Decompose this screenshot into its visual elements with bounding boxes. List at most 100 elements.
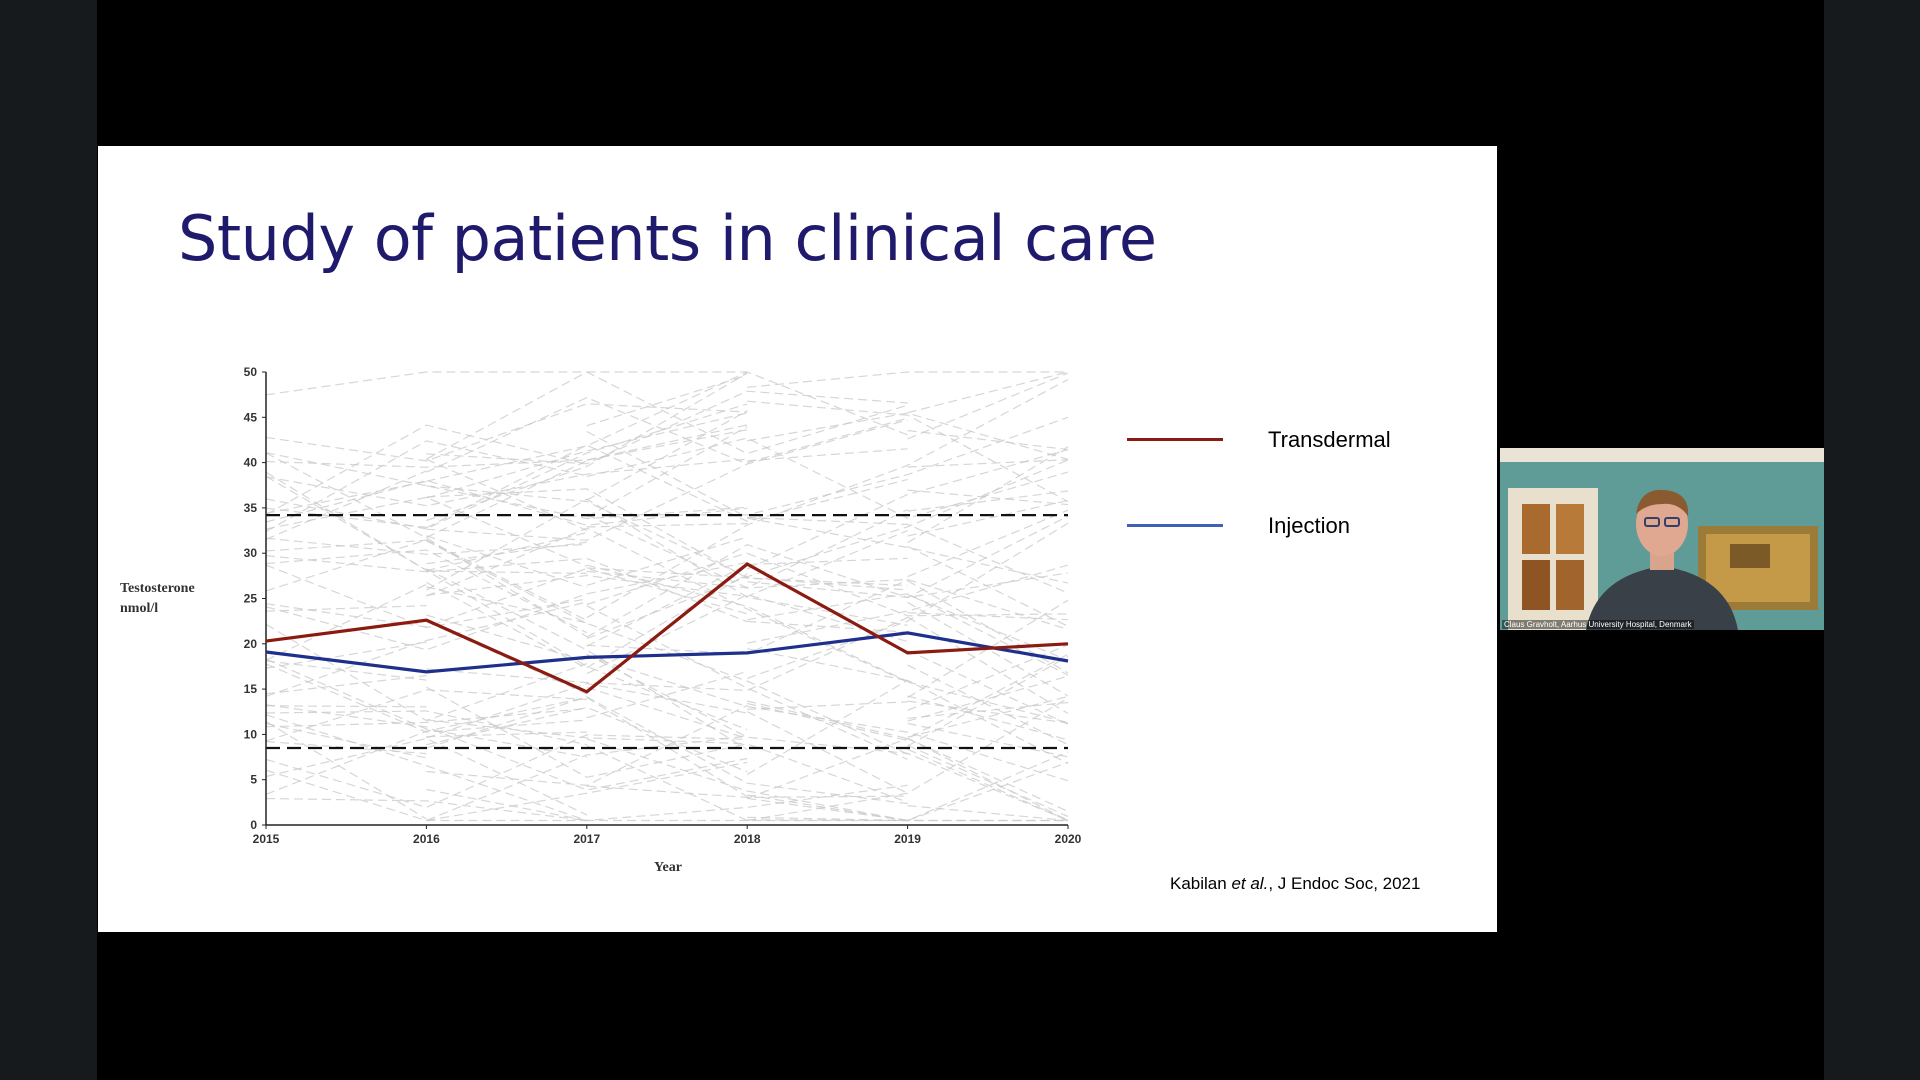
patient-trajectory-line bbox=[586, 459, 1069, 640]
x-tick-label: 2016 bbox=[413, 832, 440, 846]
series-line-injection bbox=[265, 631, 1069, 674]
patient-trajectory-line bbox=[907, 805, 1069, 822]
patient-trajectory-line bbox=[907, 594, 1069, 661]
y-tick-label: 45 bbox=[244, 410, 258, 424]
patient-trajectory-line bbox=[746, 449, 1069, 570]
patient-trajectory-line bbox=[426, 535, 587, 589]
y-tick-label: 0 bbox=[250, 818, 257, 832]
patient-trajectory-line bbox=[907, 499, 1069, 537]
patient-trajectory-line bbox=[426, 488, 908, 587]
y-tick-label: 35 bbox=[244, 501, 258, 515]
patient-trajectory-line bbox=[907, 446, 1069, 544]
patient-trajectory-line bbox=[907, 655, 1069, 747]
legend-injection-label: Injection bbox=[1268, 513, 1350, 538]
patient-trajectory-line bbox=[265, 696, 748, 798]
patient-trajectory-line bbox=[747, 448, 908, 462]
patient-trajectory-line bbox=[907, 748, 1069, 822]
patient-trajectory-line bbox=[426, 530, 908, 598]
patient-trajectory-line bbox=[586, 564, 908, 682]
patient-trajectory-line bbox=[907, 489, 1069, 506]
patient-trajectory-line bbox=[265, 452, 588, 638]
legend-transdermal-line bbox=[1127, 438, 1223, 441]
legend-transdermal-label: Transdermal bbox=[1268, 427, 1391, 452]
x-axis-label: Year bbox=[654, 860, 682, 875]
patient-trajectory-line bbox=[907, 744, 1069, 817]
patient-trajectory-line bbox=[265, 403, 748, 530]
y-tick-label: 25 bbox=[244, 592, 258, 606]
patient-trajectory-line bbox=[265, 601, 587, 697]
patient-trajectory-line bbox=[907, 372, 1069, 440]
patient-trajectory-line bbox=[426, 371, 908, 460]
patient-trajectory-line bbox=[746, 711, 908, 794]
patient-trajectory-line bbox=[426, 696, 908, 805]
patient-trajectory-line bbox=[265, 507, 427, 528]
patient-trajectory-line bbox=[907, 664, 1069, 746]
patient-trajectory-line bbox=[586, 655, 1069, 782]
patient-trajectory-line bbox=[747, 400, 1069, 503]
patient-trajectory-line bbox=[265, 539, 427, 552]
patient-trajectory-line bbox=[907, 761, 1069, 822]
citation: Kabilan et al., J Endoc Soc, 2021 bbox=[1170, 874, 1420, 894]
patient-trajectory-line bbox=[265, 470, 427, 540]
patient-trajectory-line bbox=[426, 498, 908, 626]
slide-title: Study of patients in clinical care bbox=[178, 202, 1157, 275]
y-tick-label: 15 bbox=[244, 682, 258, 696]
patient-trajectory-line bbox=[265, 537, 587, 555]
patient-trajectory-line bbox=[586, 508, 908, 589]
patient-trajectory-line bbox=[265, 564, 587, 629]
patient-trajectory-line bbox=[907, 509, 1069, 578]
patient-trajectory-line bbox=[265, 658, 587, 758]
y-tick-label: 40 bbox=[244, 456, 258, 470]
patient-trajectory-line bbox=[426, 372, 748, 522]
patient-trajectory-line bbox=[426, 706, 748, 773]
right-window-strip bbox=[1824, 0, 1920, 1080]
x-tick-label: 2015 bbox=[253, 832, 280, 846]
patient-trajectory-line bbox=[747, 564, 1069, 644]
patient-trajectory-line bbox=[265, 479, 748, 526]
patient-trajectory-line bbox=[426, 444, 908, 529]
patient-trajectory-line bbox=[426, 761, 748, 822]
patient-trajectory-line bbox=[426, 735, 748, 822]
y-tick-label: 10 bbox=[244, 727, 258, 741]
patient-trajectory-line bbox=[265, 660, 427, 681]
patient-trajectory-line bbox=[907, 599, 1069, 699]
chart-series bbox=[265, 562, 1069, 694]
patient-trajectory-line bbox=[265, 740, 427, 755]
y-tick-label: 20 bbox=[244, 637, 258, 651]
patient-trajectory-line bbox=[426, 788, 587, 822]
series-line-transdermal bbox=[265, 562, 1069, 694]
patient-trajectory-line bbox=[265, 458, 748, 507]
patient-trajectory-line bbox=[747, 653, 1069, 740]
patient-trajectory-line bbox=[426, 617, 908, 692]
patient-trajectory-line bbox=[265, 663, 587, 733]
patient-trajectory-line bbox=[426, 731, 587, 738]
patient-trajectory-line bbox=[265, 555, 748, 623]
presenter-video bbox=[1500, 448, 1824, 630]
citation-rest: , J Endoc Soc, 2021 bbox=[1268, 874, 1421, 893]
participant-video-tile[interactable]: Claus Gravholt, Aarhus University Hospit… bbox=[1500, 448, 1824, 630]
patient-trajectory-line bbox=[586, 670, 748, 719]
patient-trajectory-line bbox=[426, 460, 588, 538]
y-axis-label-line1: Testosterone bbox=[120, 581, 195, 596]
participant-name-caption: Claus Gravholt, Aarhus University Hospit… bbox=[1502, 620, 1694, 629]
patient-trajectory-line bbox=[265, 583, 427, 661]
patient-trajectory-line bbox=[747, 417, 908, 464]
patient-trajectory-line bbox=[747, 819, 908, 822]
patient-trajectory-line bbox=[265, 689, 587, 742]
patient-trajectory-line bbox=[586, 410, 748, 501]
left-window-strip bbox=[0, 0, 97, 1080]
patient-trajectory-line bbox=[265, 371, 748, 396]
patient-trajectory-line bbox=[747, 751, 1069, 822]
patient-trajectory-line bbox=[586, 573, 748, 669]
patient-trajectory-line bbox=[907, 737, 1069, 822]
chart-ticks: 0 5 10 15 20 25 30 35 40 45 50 2015 2016 2017 2018 2019… bbox=[244, 365, 1082, 846]
patient-trajectory-line bbox=[586, 738, 908, 822]
patient-trajectory-line bbox=[586, 594, 908, 675]
patient-trajectory-line bbox=[907, 701, 1069, 719]
patient-trajectory-line bbox=[747, 701, 908, 710]
patient-trajectory-line bbox=[426, 704, 748, 787]
patient-trajectory-line bbox=[265, 737, 588, 816]
patient-trajectory-line bbox=[265, 675, 427, 695]
citation-authors: Kabilan bbox=[1170, 874, 1227, 893]
patient-trajectory-line bbox=[907, 612, 1069, 621]
